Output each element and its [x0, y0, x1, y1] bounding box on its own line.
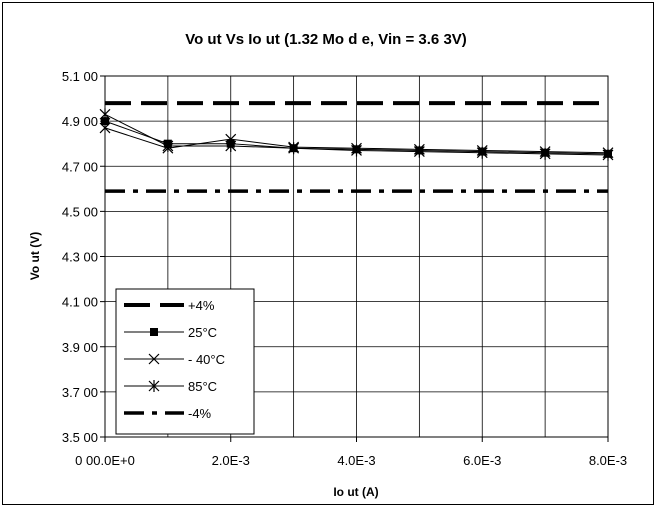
chart-title: Vo ut Vs Io ut (1.32 Mo d e, Vin = 3.6 3… [185, 31, 467, 48]
y-tick-label: 3.5 00 [62, 430, 98, 445]
x-tick-label: 6.0E-3 [463, 453, 501, 468]
y-tick-label: 4.3 00 [62, 250, 98, 265]
data-point-3 [539, 147, 551, 160]
legend-label-2: - 40°C [188, 352, 225, 367]
y-tick-label: 4.9 00 [62, 114, 98, 129]
legend-marker-2 [148, 353, 160, 365]
x-axis-title: Io ut (A) [333, 485, 378, 499]
x-tick-label: 8.0E-3 [589, 453, 627, 468]
data-point-3 [351, 144, 362, 157]
data-point-3 [476, 146, 488, 159]
y-tick-label: 5.1 00 [62, 69, 98, 84]
data-point-3 [225, 139, 237, 152]
x-tick-label: 2.0E-3 [212, 453, 250, 468]
x-tick-label: 4.0E-3 [337, 453, 375, 468]
data-point-3 [162, 139, 174, 152]
y-tick-label: 4.5 00 [62, 204, 98, 219]
data-point-3 [99, 108, 111, 121]
legend-marker-3 [148, 380, 160, 392]
legend-label-3: 85°C [188, 379, 217, 394]
plot-area: 3.5 00 3.7 00 3.9 00 4.1 00 4.3 00 4.5 00 4.7 … [62, 69, 627, 468]
legend-label-0: +4% [188, 298, 215, 313]
x-tick-label: 0 00.0E+0 [75, 453, 135, 468]
legend-box [115, 288, 255, 435]
legend-marker-1 [150, 328, 158, 336]
data-point-3 [602, 148, 614, 161]
y-tick-label: 3.7 00 [62, 385, 98, 400]
data-point-3 [413, 145, 425, 158]
legend: +4% 25°C - 40°C 85°C -4% [115, 288, 255, 435]
data-point-3 [288, 142, 300, 155]
y-axis-title: Vo ut (V) [28, 232, 42, 280]
legend-label-4: -4% [188, 406, 212, 421]
y-tick-label: 3.9 00 [62, 340, 98, 355]
y-tick-label: 4.7 00 [62, 159, 98, 174]
y-tick-label: 4.1 00 [62, 295, 98, 310]
data-point-1 [101, 117, 109, 126]
legend-label-1: 25°C [188, 325, 217, 340]
data-point-2 [99, 122, 111, 134]
